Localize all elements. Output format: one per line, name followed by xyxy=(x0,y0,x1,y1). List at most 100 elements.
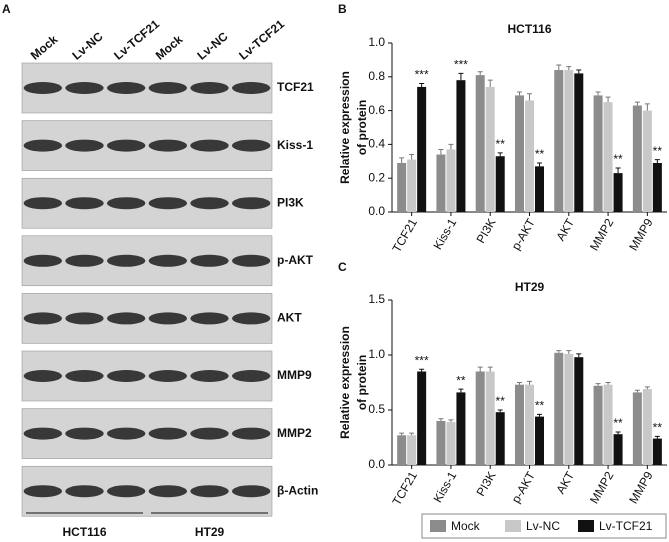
bar xyxy=(564,70,574,212)
bar xyxy=(436,154,446,212)
error-bar xyxy=(605,96,611,103)
blot-band xyxy=(148,254,187,267)
blot-band xyxy=(190,82,229,94)
error-bar xyxy=(644,386,650,390)
bar xyxy=(613,434,623,465)
error-bar xyxy=(644,103,650,111)
error-bar xyxy=(537,413,542,417)
column-header: Lv-TCF21 xyxy=(111,17,162,63)
row-label: p-AKT xyxy=(277,253,314,267)
error-bar xyxy=(615,167,621,174)
error-bar xyxy=(458,72,464,81)
blot-band xyxy=(65,485,104,498)
blot-band xyxy=(190,427,229,440)
x-tick-label: AKT xyxy=(553,216,577,244)
error-bar xyxy=(576,353,582,358)
bar xyxy=(642,110,652,212)
blot-band xyxy=(148,485,187,498)
row-label: MMP9 xyxy=(277,368,312,382)
y-axis-label: of protein xyxy=(355,355,369,410)
x-tick-label: PI3K xyxy=(473,216,498,246)
error-bar xyxy=(399,157,405,163)
y-tick-label: 0.8 xyxy=(368,69,385,83)
x-tick-label: MMP2 xyxy=(587,469,617,506)
blot-band xyxy=(232,370,271,382)
significance-label: *** xyxy=(415,68,429,82)
error-bar xyxy=(615,431,621,435)
bar xyxy=(652,438,662,465)
blot-band xyxy=(107,370,146,382)
x-tick-label: MMP9 xyxy=(626,216,656,253)
x-tick-label: PI3K xyxy=(473,469,498,499)
blot-band xyxy=(232,139,271,152)
bar xyxy=(436,421,446,465)
blot-band xyxy=(148,139,187,152)
legend-swatch xyxy=(505,520,521,532)
bar xyxy=(525,100,534,212)
blot-band xyxy=(107,254,146,267)
bar xyxy=(515,384,524,465)
legend-label: Mock xyxy=(451,519,481,533)
error-bar xyxy=(537,162,542,167)
error-bar xyxy=(438,148,444,155)
bar xyxy=(475,371,485,465)
blot-band xyxy=(23,197,63,210)
blot-band xyxy=(23,370,63,382)
x-tick-label: AKT xyxy=(553,469,577,497)
blot-band xyxy=(232,197,271,210)
blot-strip xyxy=(21,120,273,171)
error-bar xyxy=(409,154,415,160)
blot-band xyxy=(107,197,146,210)
y-tick-label: 1.0 xyxy=(368,35,385,49)
y-axis-label: Relative expression xyxy=(338,326,352,439)
bar xyxy=(407,159,417,212)
y-tick-label: 0.0 xyxy=(368,204,385,218)
blot-band xyxy=(23,485,63,498)
error-bar xyxy=(566,66,572,71)
blot-strip xyxy=(21,177,273,229)
bar xyxy=(515,95,524,212)
y-tick-label: 0.2 xyxy=(368,170,385,184)
significance-label: ** xyxy=(613,416,623,430)
bar xyxy=(554,70,564,212)
significance-label: *** xyxy=(454,58,468,72)
error-bar xyxy=(517,91,522,96)
panel-label: B xyxy=(338,2,347,16)
bar xyxy=(475,75,485,212)
blot-band xyxy=(107,82,146,94)
error-bar xyxy=(595,91,601,96)
legend-swatch xyxy=(578,520,594,532)
error-bar xyxy=(556,64,562,71)
group-label: HCT116 xyxy=(62,525,106,539)
error-bar xyxy=(576,69,582,74)
column-header: Mock xyxy=(28,32,61,63)
x-tick-label: Kiss-1 xyxy=(430,469,459,505)
blot-band xyxy=(190,139,229,152)
blot-band xyxy=(148,370,187,382)
y-tick-label: 0.6 xyxy=(368,103,385,117)
bar xyxy=(574,73,584,212)
blot-strip xyxy=(21,62,273,114)
error-bar xyxy=(448,143,454,150)
y-axis-label: of protein xyxy=(355,100,369,155)
error-bar xyxy=(419,368,425,372)
significance-label: ** xyxy=(653,421,663,435)
blot-band xyxy=(23,254,63,267)
blot-band xyxy=(190,485,229,498)
bar xyxy=(417,371,427,465)
x-tick-label: p-AKT xyxy=(509,469,538,506)
legend-label: Lv-TCF21 xyxy=(599,519,653,533)
y-tick-label: 0.4 xyxy=(368,137,385,151)
y-axis-label: Relative expression xyxy=(338,71,352,184)
blot-band xyxy=(23,427,63,440)
x-tick-label: MMP9 xyxy=(626,469,656,506)
blot-band xyxy=(23,312,63,325)
blot-strip xyxy=(21,293,273,344)
row-label: TCF21 xyxy=(277,80,314,94)
bar xyxy=(397,162,407,212)
blot-band xyxy=(65,197,104,210)
bar xyxy=(535,166,544,212)
blot-band xyxy=(232,485,271,498)
blot-band xyxy=(232,254,271,267)
blot-band xyxy=(190,197,229,210)
